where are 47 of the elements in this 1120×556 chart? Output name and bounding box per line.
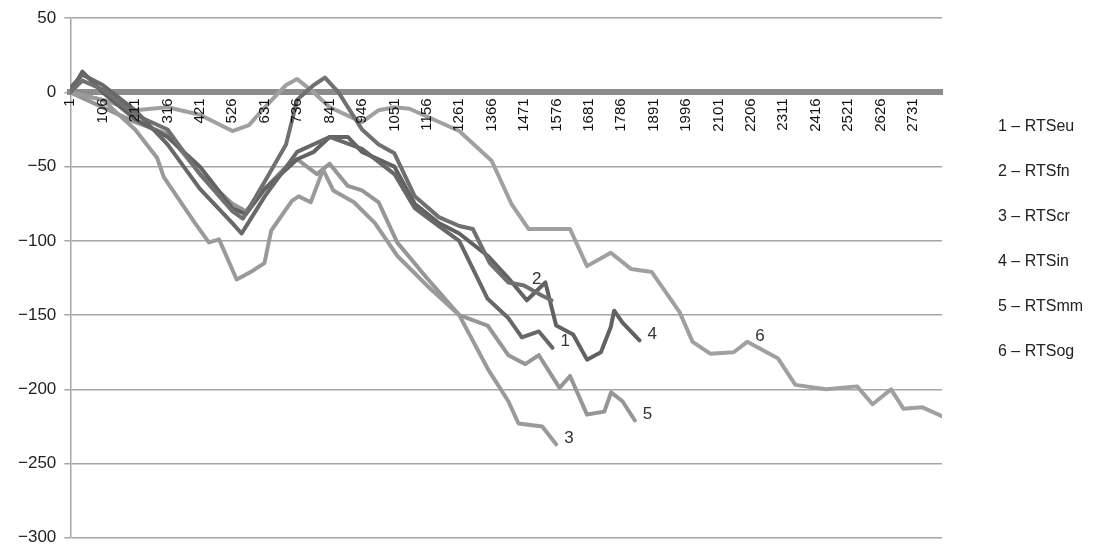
annotation: 4 [647, 324, 657, 344]
annotation: 2 [532, 269, 542, 289]
x-tick-label: 1 [60, 98, 78, 107]
y-tick-label: −50 [27, 156, 57, 176]
y-tick-label: 0 [46, 82, 57, 102]
x-tick-label: 421 [190, 98, 208, 124]
x-tick-label: 1156 [416, 98, 434, 131]
x-tick-label: 1891 [643, 98, 661, 132]
text: 3 – RTScr [998, 206, 1071, 226]
x-tick-label: 2206 [741, 98, 759, 132]
x-tick-label: 946 [352, 98, 370, 124]
x-tick-label: 2731 [903, 98, 921, 132]
x-tick-label: 106 [92, 98, 110, 124]
x-tick-label: 2521 [838, 98, 856, 132]
y-tick-label: −150 [17, 304, 57, 324]
x-tick-label: 1681 [579, 98, 597, 132]
x-tick-label: 1786 [611, 98, 629, 132]
text: 4 – RTSin [998, 251, 1070, 271]
x-tick-label: 526 [222, 98, 240, 124]
text: 5 – RTSmm [998, 296, 1084, 316]
x-tick-label: 1051 [384, 98, 402, 132]
annotation: 5 [642, 404, 653, 424]
annotation: 1 [560, 331, 570, 351]
x-tick-label: 1366 [481, 98, 499, 132]
text: 1 – RTSeu [998, 116, 1076, 136]
x-tick-label: 1261 [449, 98, 467, 132]
x-tick-label: 2416 [805, 98, 823, 132]
y-tick-label: −300 [17, 527, 57, 547]
text: 6 – RTSog [998, 341, 1076, 361]
y-tick-label: −100 [17, 230, 57, 250]
text: 2 – RTSfn [998, 161, 1071, 181]
y-tick-label: −200 [17, 379, 57, 399]
x-tick-label: 736 [287, 98, 305, 124]
x-tick-label: 2101 [708, 98, 726, 132]
x-tick-label: 211 [125, 98, 143, 123]
x-tick-label: 1576 [546, 98, 564, 132]
x-tick-label: 2626 [870, 98, 888, 132]
x-tick-label: 316 [157, 98, 175, 124]
y-tick-label: −250 [17, 453, 57, 473]
x-tick-label: 841 [319, 98, 337, 124]
x-tick-label: 2311 [773, 98, 791, 131]
y-tick-label: 50 [37, 7, 57, 27]
annotation: 3 [564, 427, 574, 447]
x-tick-label: 1471 [514, 98, 532, 132]
annotation: 6 [755, 325, 765, 345]
x-tick-label: 631 [254, 98, 272, 124]
x-tick-label: 1996 [676, 98, 694, 132]
